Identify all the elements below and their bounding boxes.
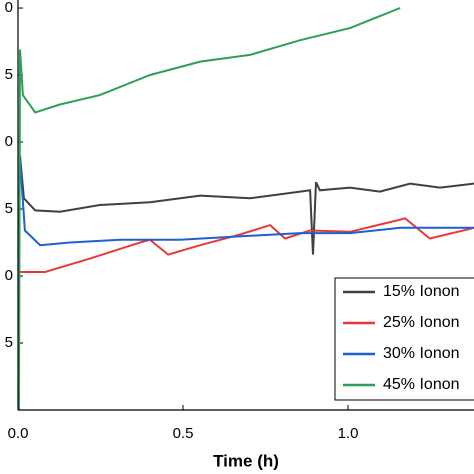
y-tick-label: 5	[5, 334, 13, 351]
line	[19, 159, 474, 247]
x-tick-label: 1.0	[338, 425, 359, 442]
y-tick-label: 5	[5, 200, 13, 217]
legend-label: 30% Ionon	[383, 345, 460, 362]
legend-box	[334, 277, 474, 401]
legend-label: 25% Ionon	[383, 314, 460, 331]
legend-label: 45% Ionon	[383, 376, 460, 393]
y-tick-label: 5	[5, 66, 13, 83]
x-axis-label: Time (h)	[213, 451, 279, 470]
x-tick-label: 0.0	[8, 425, 29, 442]
legend-label: 15% Ionon	[383, 283, 460, 300]
y-tick-label: 0	[5, 267, 13, 284]
x-tick-label: 0.5	[173, 425, 194, 442]
line	[18, 7, 401, 411]
y-tick-label: 0	[5, 133, 13, 150]
line	[19, 155, 474, 255]
line	[20, 217, 474, 273]
y-tick-label: 0	[5, 0, 13, 16]
